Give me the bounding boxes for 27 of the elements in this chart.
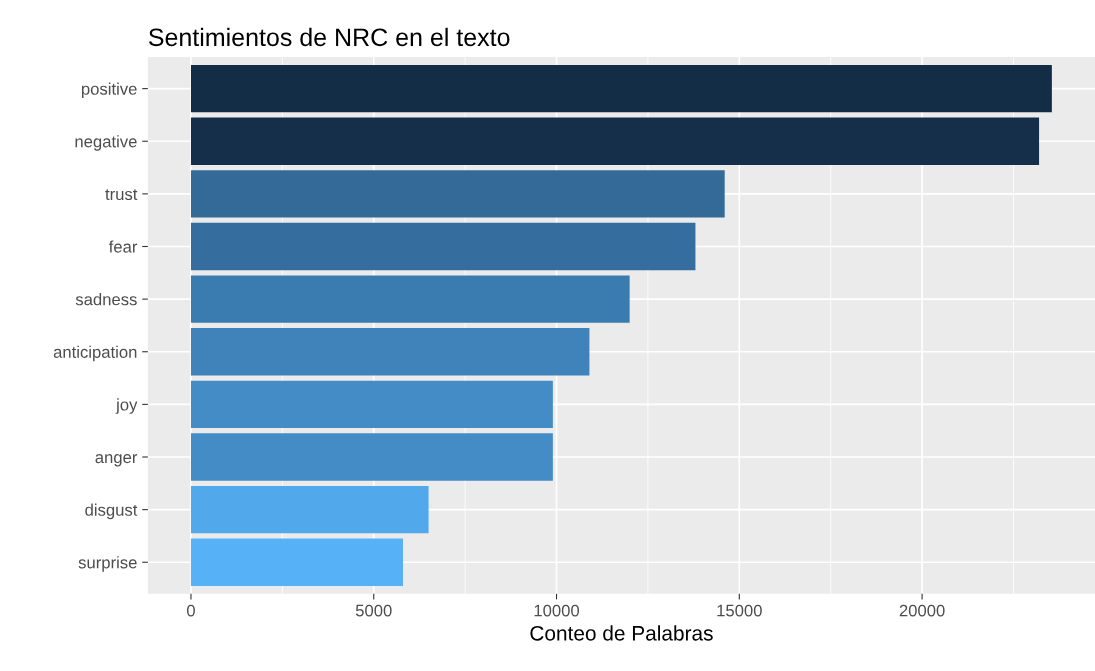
y-tick-label: joy (115, 398, 138, 414)
chart-title: Sentimientos de NRC en el texto (148, 27, 510, 47)
y-tick-label: fear (108, 240, 138, 253)
y-tick-label: disgust (85, 503, 138, 520)
x-tick-label: 15000 (717, 604, 762, 617)
y-tick-label: anger (95, 454, 138, 467)
y-tick-label: anticipation (53, 345, 137, 362)
x-tick-label: 10000 (534, 604, 580, 617)
y-tick-label: surprise (78, 556, 137, 572)
bar (190, 170, 725, 218)
bar (190, 538, 403, 586)
y-tick-label: sadness (75, 293, 137, 306)
bar (190, 64, 1052, 113)
bar (190, 275, 630, 323)
bar (190, 433, 553, 481)
bar (190, 485, 429, 534)
y-tick-label: positive (81, 82, 137, 99)
x-axis-title: Conteo de Palabras (530, 625, 713, 641)
bar (190, 117, 1040, 165)
y-tick-label: negative (75, 135, 137, 151)
y-tick-label: trust (105, 189, 138, 201)
bar (190, 328, 590, 376)
bar (190, 222, 696, 271)
bar (190, 380, 553, 429)
x-tick-label: 20000 (899, 604, 945, 617)
x-tick-label: 5000 (355, 604, 392, 617)
x-tick-label: 0 (186, 604, 195, 617)
